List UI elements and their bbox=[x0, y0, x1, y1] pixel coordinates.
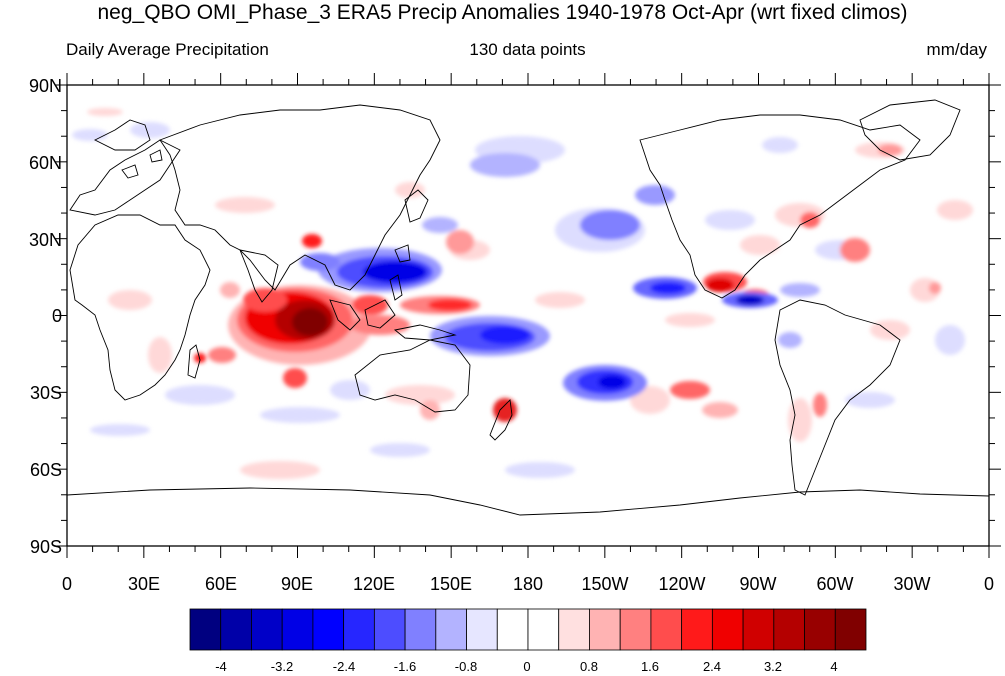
coastlines bbox=[67, 99, 989, 516]
lon-tick-label: 0 bbox=[62, 574, 72, 594]
anomaly-field bbox=[72, 108, 973, 479]
lon-tick-label: 90E bbox=[281, 574, 313, 594]
subtitle-units: mm/day bbox=[926, 40, 987, 59]
lon-tick-label: 60E bbox=[205, 574, 237, 594]
colorbar-swatch bbox=[435, 608, 467, 651]
colorbar-swatch bbox=[404, 608, 437, 651]
colorbar bbox=[189, 608, 867, 651]
lat-tick-label: 0 bbox=[52, 306, 62, 326]
colorbar-swatch bbox=[681, 608, 713, 651]
colorbar-swatch bbox=[373, 608, 406, 651]
colorbar-swatch bbox=[189, 608, 222, 651]
lon-tick-label: 120W bbox=[658, 574, 705, 594]
lat-tick-label: 30S bbox=[30, 383, 62, 403]
colorbar-swatch bbox=[558, 608, 590, 651]
lon-tick-label: 150E bbox=[430, 574, 472, 594]
colorbar-swatch bbox=[220, 608, 252, 651]
colorbar-swatch bbox=[343, 608, 375, 651]
colorbar-swatch bbox=[773, 608, 805, 651]
lat-tick-label: 90S bbox=[30, 537, 62, 557]
colorbar-label: 3.2 bbox=[764, 659, 782, 674]
colorbar-swatch bbox=[650, 608, 683, 651]
lat-tick-label: 30N bbox=[29, 230, 62, 250]
colorbar-swatch bbox=[527, 608, 560, 651]
lon-tick-label: 120E bbox=[353, 574, 395, 594]
colorbar-labels: -4 -3.2 -2.4 -1.6 -0.8 0 0.8 1.6 2.4 3.2… bbox=[215, 659, 837, 674]
colorbar-label: 1.6 bbox=[641, 659, 659, 674]
subtitle-count: 130 data points bbox=[469, 40, 586, 59]
lat-tick-label: 60S bbox=[30, 460, 62, 480]
colorbar-swatch bbox=[619, 608, 652, 651]
subtitle-variable: Daily Average Precipitation bbox=[66, 40, 269, 59]
colorbar-label: 0.8 bbox=[580, 659, 598, 674]
axis-ticks bbox=[55, 73, 1001, 558]
colorbar-label: 4 bbox=[830, 659, 837, 674]
lon-tick-label: 90W bbox=[739, 574, 776, 594]
colorbar-label: 0 bbox=[523, 659, 530, 674]
colorbar-swatch bbox=[466, 608, 498, 651]
colorbar-swatch bbox=[804, 608, 836, 651]
lon-tick-label: 150W bbox=[581, 574, 628, 594]
colorbar-swatch bbox=[711, 608, 744, 651]
colorbar-label: 2.4 bbox=[703, 659, 721, 674]
colorbar-swatch bbox=[742, 608, 775, 651]
lon-tick-label: 0 bbox=[984, 574, 994, 594]
colorbar-label: -1.6 bbox=[394, 659, 416, 674]
colorbar-swatch bbox=[281, 608, 314, 651]
colorbar-swatch bbox=[312, 608, 345, 651]
colorbar-label: -3.2 bbox=[271, 659, 293, 674]
colorbar-label: -0.8 bbox=[455, 659, 477, 674]
lon-tick-label: 180 bbox=[513, 574, 543, 594]
lat-tick-label: 60N bbox=[29, 153, 62, 173]
lon-tick-label: 30E bbox=[128, 574, 160, 594]
lat-labels: 90N 60N 30N 0 30S 60S 90S bbox=[29, 76, 62, 557]
colorbar-swatch bbox=[834, 608, 867, 651]
lat-tick-label: 90N bbox=[29, 76, 62, 96]
colorbar-label: -2.4 bbox=[333, 659, 355, 674]
colorbar-swatch bbox=[251, 608, 283, 651]
chart-title: neg_QBO OMI_Phase_3 ERA5 Precip Anomalie… bbox=[97, 1, 908, 24]
lon-tick-label: 60W bbox=[816, 574, 853, 594]
lon-labels: 0 30E 60E 90E 120E 150E 180 150W 120W 90… bbox=[62, 574, 994, 594]
colorbar-swatch bbox=[589, 608, 621, 651]
colorbar-label: -4 bbox=[215, 659, 227, 674]
lon-tick-label: 30W bbox=[893, 574, 930, 594]
colorbar-swatch bbox=[496, 608, 529, 651]
